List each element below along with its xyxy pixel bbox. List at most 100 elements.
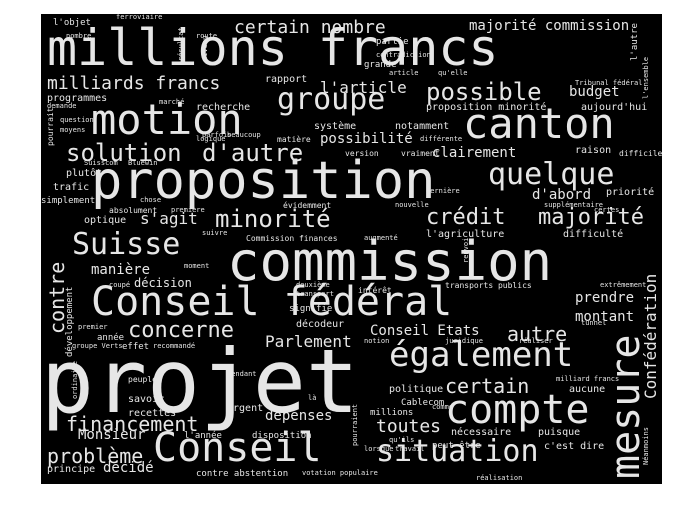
word-cloud-word: première bbox=[171, 206, 205, 214]
word-cloud-word: juridique bbox=[445, 337, 483, 345]
word-cloud-word: Cablecom bbox=[401, 398, 445, 408]
word-cloud-word: priorité bbox=[606, 187, 655, 198]
word-cloud-word: vraiment bbox=[401, 149, 440, 158]
word-cloud-word: certain bbox=[445, 374, 530, 398]
word-cloud-word: recettes bbox=[128, 408, 177, 419]
word-cloud-word: évidemment bbox=[283, 201, 332, 210]
word-cloud-word: l'objet bbox=[53, 18, 91, 28]
word-cloud-word: savoir bbox=[128, 394, 165, 405]
word-cloud-word: groupe Verts bbox=[72, 342, 123, 350]
word-cloud-word: certain nombre bbox=[234, 17, 386, 38]
word-cloud-word: proposition bbox=[91, 151, 436, 211]
word-cloud-word: demande bbox=[47, 102, 77, 110]
word-cloud-word: réalisation bbox=[476, 474, 523, 482]
word-cloud-word: autre bbox=[507, 322, 568, 346]
word-cloud-word: concerne bbox=[128, 318, 234, 343]
word-cloud-word: là bbox=[308, 394, 317, 402]
word-cloud-word: millions bbox=[370, 408, 414, 418]
word-cloud-word: coupé bbox=[109, 281, 131, 289]
word-cloud-word: augmenté bbox=[364, 234, 398, 242]
word-cloud-word: budget bbox=[569, 84, 620, 100]
word-cloud-word: contre abstention bbox=[196, 469, 289, 479]
word-cloud-word: système bbox=[314, 121, 357, 132]
word-cloud-word: pendant bbox=[227, 370, 257, 378]
word-cloud-word: résultat bbox=[177, 27, 185, 61]
word-cloud-word: mesure bbox=[603, 334, 649, 480]
word-cloud-word: qu'ils bbox=[389, 436, 415, 444]
word-cloud-word: commission bbox=[227, 230, 553, 293]
word-cloud-word: s'agit bbox=[140, 209, 198, 228]
word-cloud-word: différente bbox=[420, 135, 463, 143]
word-cloud-word: recommandé bbox=[153, 342, 196, 350]
word-cloud-word: majorité bbox=[538, 205, 644, 230]
word-cloud-word: plutôt bbox=[66, 168, 103, 179]
word-cloud-word: quelque bbox=[488, 157, 615, 192]
word-cloud-word: supplémentaire bbox=[544, 201, 604, 209]
word-cloud-word: simplement bbox=[41, 196, 96, 206]
word-cloud-word: Commission finances bbox=[246, 234, 338, 243]
word-cloud-word: comme bbox=[432, 403, 454, 411]
word-cloud-word: route bbox=[196, 32, 218, 40]
word-cloud-word: intérêt bbox=[358, 286, 392, 295]
word-cloud-word: solution bbox=[66, 139, 182, 167]
word-cloud-word: nouvelle bbox=[395, 201, 429, 209]
word-cloud-word: contre bbox=[45, 261, 69, 334]
word-cloud-word: qu'elle bbox=[438, 69, 468, 77]
word-cloud-word: d'autre bbox=[202, 139, 304, 167]
word-cloud-word: clairement bbox=[432, 145, 517, 161]
word-cloud-word: chose bbox=[140, 196, 162, 204]
word-cloud-word: possibilité bbox=[320, 131, 413, 147]
word-cloud-word: projet bbox=[41, 330, 359, 433]
word-cloud-word: effet bbox=[122, 342, 150, 352]
word-cloud-word: décodeur bbox=[296, 319, 345, 330]
word-cloud-word: possible bbox=[426, 78, 542, 106]
word-cloud-word: certes bbox=[594, 206, 620, 214]
word-cloud-word: contradiction bbox=[376, 51, 431, 59]
word-cloud-word: milliards francs bbox=[47, 73, 221, 94]
word-cloud-word: politique bbox=[389, 384, 444, 395]
word-cloud-word: dernière bbox=[426, 187, 460, 195]
word-cloud-word: peut être bbox=[432, 441, 481, 451]
word-cloud-word: matière bbox=[277, 135, 311, 144]
word-cloud-word: millions francs bbox=[47, 19, 499, 77]
word-cloud-word: décision bbox=[134, 276, 192, 290]
word-cloud-word: dépenses bbox=[265, 408, 333, 424]
word-cloud-word: l'agriculture bbox=[426, 229, 505, 240]
word-cloud-word: renvoi bbox=[462, 237, 470, 263]
word-cloud-word: motion bbox=[91, 95, 243, 144]
word-cloud-word: Parlement bbox=[265, 332, 352, 351]
word-cloud-word: milliard francs bbox=[556, 375, 620, 383]
word-cloud-word: grande bbox=[364, 60, 397, 70]
word-cloud-word: programmes bbox=[47, 93, 108, 104]
word-cloud-word: nécessaire bbox=[451, 427, 512, 438]
word-cloud-word: situation bbox=[376, 434, 539, 469]
word-cloud-word: principe bbox=[47, 464, 96, 475]
word-cloud-word: Suisscom bbox=[84, 159, 118, 167]
word-cloud-word: Bluewin bbox=[128, 159, 158, 167]
word-cloud-word: moyens bbox=[60, 126, 86, 134]
word-cloud-word: toutes bbox=[376, 416, 442, 437]
word-cloud-word: urgent bbox=[227, 403, 264, 414]
word-cloud-word: puisque bbox=[538, 427, 581, 438]
word-cloud-word: difficulté bbox=[563, 229, 624, 240]
word-cloud-word: notamment bbox=[395, 121, 450, 132]
word-cloud-word: lorsque bbox=[364, 445, 394, 453]
word-cloud-word: trafic bbox=[53, 182, 90, 193]
word-cloud-word: peuple bbox=[128, 375, 157, 384]
word-cloud-word: Confédération bbox=[641, 273, 660, 399]
word-cloud-word: moment bbox=[184, 262, 210, 270]
word-cloud-word: notion bbox=[364, 337, 390, 345]
word-cloud-word: parfois bbox=[202, 131, 232, 139]
word-cloud-word: crédit bbox=[426, 205, 506, 230]
word-cloud-word: canton bbox=[463, 99, 615, 148]
word-cloud-word: Tribunal fédéral bbox=[575, 79, 643, 87]
word-cloud-word: Conseil bbox=[153, 425, 322, 471]
word-cloud-word: décidé bbox=[103, 460, 154, 476]
word-cloud-word: minorité bbox=[215, 205, 331, 233]
word-cloud-word: Conseil Etats bbox=[370, 323, 480, 339]
word-cloud-word: Conseil fédéral bbox=[91, 279, 453, 325]
word-cloud-word: marché bbox=[159, 98, 185, 106]
word-cloud-word: pourraient bbox=[351, 403, 359, 446]
word-cloud-word: prendre bbox=[575, 290, 635, 306]
word-cloud-word: transport bbox=[296, 290, 334, 298]
